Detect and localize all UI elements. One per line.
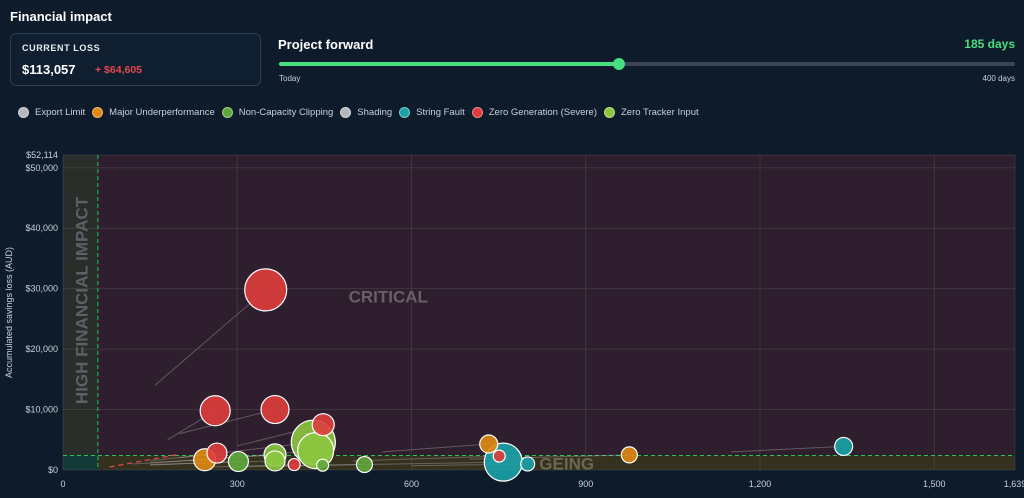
bubble-trail: [179, 409, 276, 435]
y-axis-label: Accumulated savings loss (AUD): [4, 247, 14, 378]
bubble-point: [260, 394, 290, 425]
legend-item[interactable]: Non-Capacity Clipping: [221, 106, 334, 118]
project-forward-days: 185 days: [964, 37, 1015, 51]
legend-dot-icon: [604, 106, 615, 118]
y-tick-label: $0: [48, 465, 58, 475]
current-loss-label: CURRENT LOSS: [22, 43, 101, 53]
bubble-point: [316, 458, 330, 472]
legend-label: Zero Tracker Input: [621, 106, 699, 118]
legend-label: Export Limit: [35, 106, 86, 118]
financial-impact-chart: 0 300 600 900 1,200 1,500 1,639 $0 $10,000 $20,00…: [4, 150, 1024, 489]
y-tick-label: $20,000: [25, 344, 58, 354]
legend-item[interactable]: Shading: [340, 106, 393, 118]
x-tick-label: 1,200: [749, 479, 772, 489]
quadrant-label-critical: CRITICAL: [349, 288, 428, 307]
bubble-point: [206, 442, 228, 464]
x-tick-label: 0: [60, 479, 65, 489]
legend-item[interactable]: Zero Tracker Input: [604, 106, 699, 118]
current-loss-delta: + $64,605: [95, 64, 143, 76]
x-tick-label: 1,500: [923, 479, 946, 489]
project-forward-slider[interactable]: [279, 58, 1015, 70]
bubble-trail: [132, 459, 205, 465]
slider-thumb[interactable]: [613, 58, 626, 70]
legend-label: Major Underperformance: [109, 106, 215, 118]
legend-dot-icon: [221, 106, 233, 118]
critical-zone: [97, 155, 1015, 456]
slider-fill: [279, 62, 620, 66]
bubble-trail: [324, 461, 504, 466]
chart-legend: Export Limit Major Underperformance Non-Ca…: [18, 105, 706, 119]
y-tick-label: $40,000: [25, 223, 58, 233]
legend-label: Non-Capacity Clipping: [238, 106, 334, 118]
low-zone: [63, 455, 98, 470]
legend-label: String Fault: [416, 106, 465, 118]
y-tick-label: $30,000: [25, 284, 58, 294]
slider-max-label: 400 days: [982, 74, 1015, 83]
bubble-point: [355, 455, 374, 474]
slider-min-label: Today: [279, 74, 301, 83]
x-tick-label: 300: [230, 479, 245, 489]
bubble-point: [520, 456, 536, 472]
bubble-point: [244, 268, 288, 312]
x-tick-label: 900: [578, 479, 593, 489]
projection-line: [109, 453, 180, 468]
current-loss-card: CURRENT LOSS $113,057 + $64,605: [10, 33, 261, 86]
bubble-point: [227, 450, 250, 473]
legend-dot-icon: [92, 106, 104, 118]
quadrant-label-ageing: GEING: [539, 455, 594, 474]
legend-dot-icon: [471, 106, 483, 118]
bubble-point: [834, 436, 854, 457]
legend-dot-icon: [340, 106, 352, 118]
y-tick-label: $10,000: [25, 405, 58, 415]
bubble-point: [287, 457, 301, 472]
legend-item[interactable]: Major Underperformance: [92, 106, 215, 118]
bubble-point: [264, 450, 286, 472]
high-impact-zone: [63, 155, 98, 456]
page-title: Financial impact: [10, 9, 112, 24]
legend-dot-icon: [399, 106, 411, 118]
legend-item[interactable]: Zero Generation (Severe): [471, 106, 597, 118]
bubble-trail: [353, 455, 500, 462]
project-forward-title: Project forward: [278, 37, 374, 52]
legend-item[interactable]: String Fault: [399, 106, 465, 118]
bubble-point: [479, 434, 499, 454]
current-loss-value: $113,057: [22, 62, 76, 77]
bubble-trail: [154, 289, 267, 386]
x-tick-label: 600: [404, 479, 419, 489]
legend-dot-icon: [18, 106, 29, 118]
bubble-point: [492, 449, 506, 463]
bubble-point: [199, 395, 231, 427]
bubble-trail: [382, 443, 489, 453]
legend-label: Zero Generation (Severe): [488, 106, 597, 118]
bubble-point: [311, 413, 335, 437]
x-tick-label: 1,639: [1004, 479, 1024, 489]
bubble-point: [620, 446, 638, 464]
quadrant-label-high-impact: HIGH FINANCIAL IMPACT: [72, 196, 91, 404]
legend-label: Shading: [357, 106, 393, 118]
legend-item[interactable]: Export Limit: [18, 106, 86, 118]
y-tick-label: $52,114: [26, 150, 58, 160]
y-tick-label: $50,000: [25, 163, 58, 173]
bubble-trail: [730, 445, 844, 453]
